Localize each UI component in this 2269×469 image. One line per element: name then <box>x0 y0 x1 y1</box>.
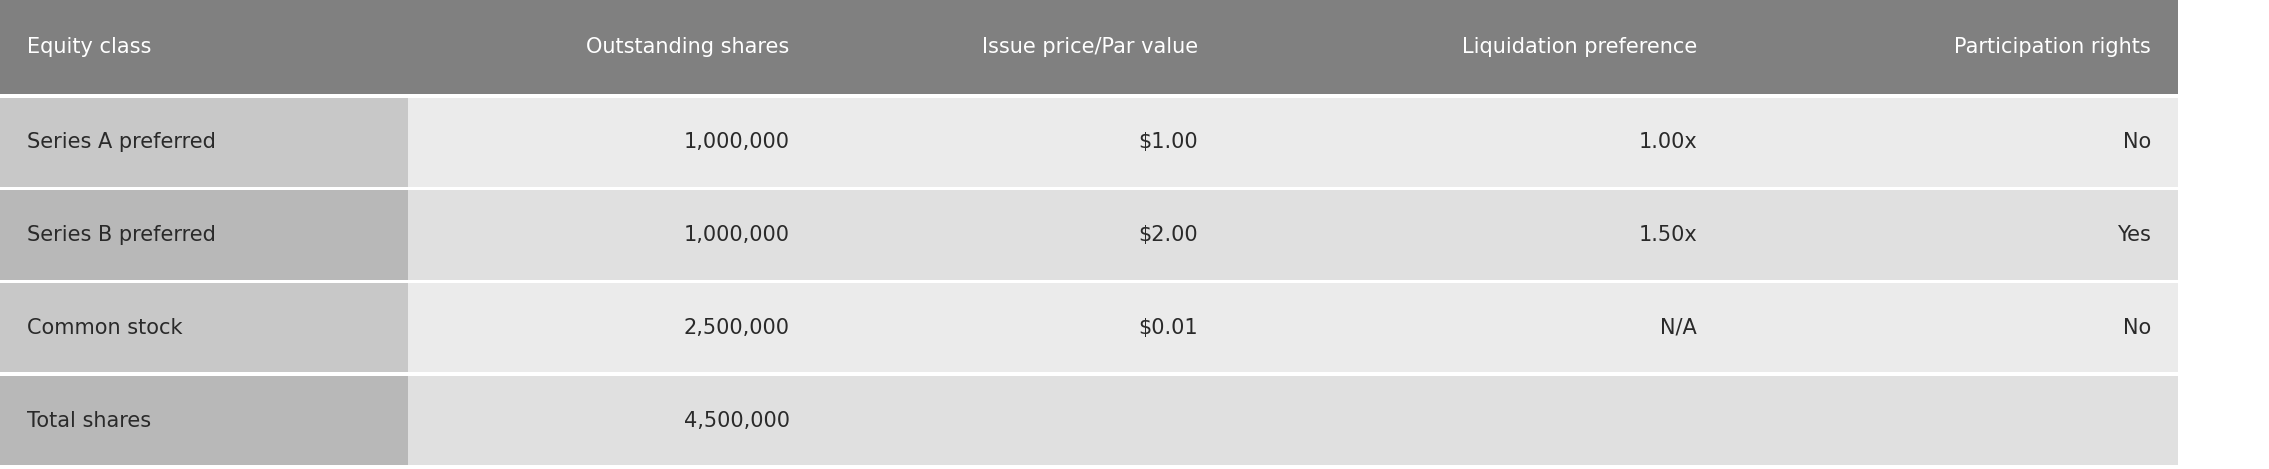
Bar <box>1724 0 2178 94</box>
Bar <box>408 0 817 94</box>
Text: $1.00: $1.00 <box>1139 132 1198 152</box>
Text: 1.00x: 1.00x <box>1638 132 1697 152</box>
Text: Common stock: Common stock <box>27 318 184 338</box>
Bar <box>1724 98 2178 187</box>
Text: Outstanding shares: Outstanding shares <box>585 37 790 57</box>
Text: 4,500,000: 4,500,000 <box>683 411 790 431</box>
Bar <box>1724 283 2178 372</box>
Text: N/A: N/A <box>1661 318 1697 338</box>
Bar <box>0 190 408 280</box>
Text: No: No <box>2124 318 2151 338</box>
Text: Yes: Yes <box>2117 225 2151 245</box>
Bar <box>0 0 408 94</box>
Bar <box>1724 190 2178 280</box>
Bar <box>408 98 817 187</box>
Text: Equity class: Equity class <box>27 37 152 57</box>
Text: $2.00: $2.00 <box>1139 225 1198 245</box>
Text: 1,000,000: 1,000,000 <box>683 132 790 152</box>
Text: $0.01: $0.01 <box>1139 318 1198 338</box>
Bar <box>408 190 817 280</box>
Text: 1,000,000: 1,000,000 <box>683 225 790 245</box>
Bar <box>1225 190 1724 280</box>
Bar <box>817 376 1225 465</box>
Bar <box>817 283 1225 372</box>
Bar <box>408 376 817 465</box>
Bar <box>1225 98 1724 187</box>
Bar <box>0 376 408 465</box>
Bar <box>1225 376 1724 465</box>
Bar <box>817 98 1225 187</box>
Text: 1.50x: 1.50x <box>1638 225 1697 245</box>
Text: Series B preferred: Series B preferred <box>27 225 216 245</box>
Bar <box>1225 0 1724 94</box>
Bar <box>408 283 817 372</box>
Text: Liquidation preference: Liquidation preference <box>1461 37 1697 57</box>
Text: Series A preferred: Series A preferred <box>27 132 216 152</box>
Text: Participation rights: Participation rights <box>1954 37 2151 57</box>
Text: Issue price/Par value: Issue price/Par value <box>982 37 1198 57</box>
Bar <box>0 98 408 187</box>
Bar <box>817 0 1225 94</box>
Bar <box>1724 376 2178 465</box>
Bar <box>1225 283 1724 372</box>
Text: No: No <box>2124 132 2151 152</box>
Text: 2,500,000: 2,500,000 <box>683 318 790 338</box>
Bar <box>0 283 408 372</box>
Bar <box>817 190 1225 280</box>
Text: Total shares: Total shares <box>27 411 152 431</box>
